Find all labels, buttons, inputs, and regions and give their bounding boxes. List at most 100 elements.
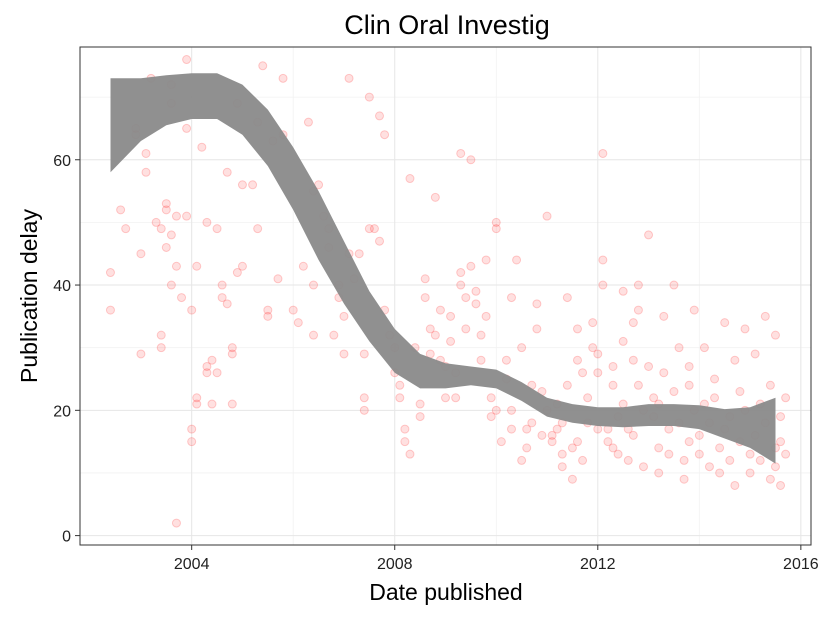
data-point — [628, 430, 638, 440]
data-point — [618, 336, 628, 346]
data-point — [603, 437, 613, 447]
data-point — [659, 311, 669, 321]
data-point — [593, 424, 603, 434]
data-point — [476, 330, 486, 340]
data-point — [136, 349, 146, 359]
data-point — [156, 330, 166, 340]
data-point — [593, 349, 603, 359]
data-point — [400, 437, 410, 447]
data-point — [217, 293, 227, 303]
y-tick-label: 40 — [53, 278, 71, 295]
data-point — [192, 399, 202, 409]
data-point — [446, 336, 456, 346]
data-point — [572, 324, 582, 334]
data-point — [491, 224, 501, 234]
data-point — [679, 474, 689, 484]
data-point — [593, 368, 603, 378]
data-point — [704, 462, 714, 472]
x-tick-label: 2008 — [377, 556, 413, 573]
data-point — [166, 280, 176, 290]
data-point — [578, 368, 588, 378]
data-point — [161, 205, 171, 215]
data-point — [359, 349, 369, 359]
data-point — [542, 211, 552, 221]
data-point — [309, 280, 319, 290]
gridlines — [80, 47, 811, 545]
data-point — [171, 211, 181, 221]
data-point — [689, 305, 699, 315]
data-point — [339, 311, 349, 321]
data-point — [430, 192, 440, 202]
data-point — [207, 399, 217, 409]
data-point — [781, 449, 791, 459]
data-point — [506, 424, 516, 434]
data-point — [715, 443, 725, 453]
data-point — [303, 117, 313, 127]
data-point — [171, 518, 181, 528]
y-tick-label: 0 — [62, 529, 71, 546]
data-point — [699, 343, 709, 353]
data-point — [669, 387, 679, 397]
data-point — [441, 393, 450, 403]
data-point — [476, 355, 486, 365]
data-point — [765, 474, 775, 484]
data-point — [755, 455, 765, 465]
data-point — [430, 330, 440, 340]
data-point — [212, 224, 222, 234]
data-point — [171, 261, 181, 271]
data-point — [161, 199, 171, 209]
data-point — [588, 343, 598, 353]
data-point — [182, 55, 192, 65]
data-point — [669, 280, 679, 290]
data-point — [491, 405, 501, 415]
x-axis: 2004 2008 2012 2016 — [174, 545, 819, 573]
data-point — [466, 261, 476, 271]
data-point — [258, 61, 268, 71]
data-point — [212, 368, 222, 378]
data-point — [400, 424, 410, 434]
data-point — [395, 393, 405, 403]
data-point — [750, 349, 760, 359]
data-point — [547, 430, 557, 440]
data-point — [116, 205, 126, 215]
data-point — [557, 449, 567, 459]
data-point — [649, 393, 659, 403]
y-tick-label: 60 — [53, 153, 71, 170]
data-point — [435, 305, 445, 315]
data-point — [166, 230, 176, 240]
data-point — [583, 393, 593, 403]
smooth-confidence-band — [110, 73, 776, 464]
data-point — [684, 380, 694, 390]
data-point — [608, 361, 618, 371]
data-point — [608, 443, 618, 453]
data-point — [562, 380, 572, 390]
data-point — [770, 462, 780, 472]
data-point — [339, 349, 349, 359]
data-point — [354, 249, 364, 259]
chart-title: Clin Oral Investig — [344, 10, 550, 40]
data-point — [192, 393, 202, 403]
data-point — [105, 268, 115, 278]
data-point — [187, 305, 197, 315]
data-point — [572, 355, 582, 365]
data-point — [461, 293, 471, 303]
data-point — [456, 268, 466, 278]
x-tick-label: 2004 — [174, 556, 210, 573]
data-point — [522, 443, 532, 453]
data-point — [664, 424, 674, 434]
data-point — [567, 474, 577, 484]
data-point — [659, 368, 669, 378]
data-point — [202, 217, 212, 227]
data-point — [222, 167, 232, 177]
data-point — [567, 443, 577, 453]
data-point — [425, 324, 435, 334]
data-point — [273, 274, 283, 284]
data-point — [461, 324, 471, 334]
data-point — [633, 380, 643, 390]
data-point — [182, 211, 192, 221]
data-point — [405, 174, 415, 184]
data-point — [710, 393, 720, 403]
data-point — [415, 399, 425, 409]
data-point — [496, 437, 506, 447]
